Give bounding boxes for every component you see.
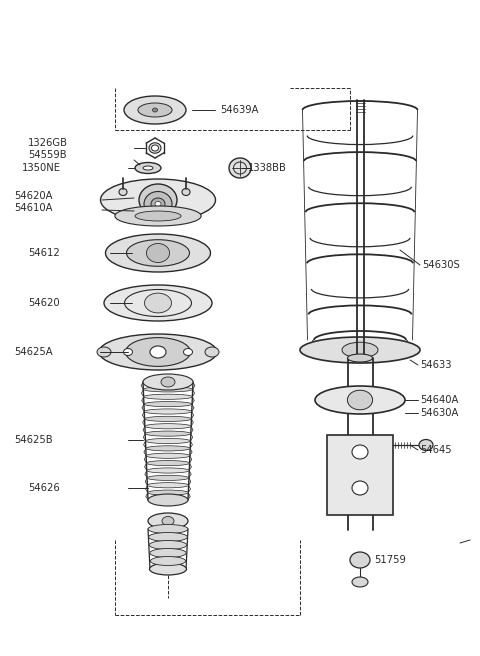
Ellipse shape: [115, 206, 201, 226]
Text: 1350NE: 1350NE: [22, 163, 61, 173]
Ellipse shape: [315, 386, 405, 414]
Ellipse shape: [127, 239, 190, 266]
Ellipse shape: [144, 394, 192, 400]
Text: 54610A: 54610A: [14, 203, 52, 213]
Ellipse shape: [144, 417, 192, 421]
Ellipse shape: [149, 563, 187, 575]
Ellipse shape: [97, 347, 111, 357]
Ellipse shape: [144, 192, 172, 216]
Ellipse shape: [419, 440, 433, 451]
Ellipse shape: [149, 143, 161, 154]
Text: 54625A: 54625A: [14, 347, 53, 357]
Ellipse shape: [162, 516, 174, 525]
Ellipse shape: [99, 334, 217, 370]
Ellipse shape: [352, 481, 368, 495]
Ellipse shape: [144, 401, 192, 407]
Ellipse shape: [151, 198, 165, 210]
Ellipse shape: [150, 346, 166, 358]
Text: 54645: 54645: [420, 445, 452, 455]
Ellipse shape: [150, 548, 186, 558]
Ellipse shape: [155, 201, 161, 207]
Ellipse shape: [147, 476, 189, 480]
Ellipse shape: [123, 348, 132, 356]
Ellipse shape: [145, 438, 191, 443]
Ellipse shape: [147, 468, 189, 473]
Ellipse shape: [153, 108, 157, 112]
Ellipse shape: [300, 337, 420, 363]
Ellipse shape: [348, 390, 372, 410]
Ellipse shape: [145, 424, 191, 429]
Polygon shape: [327, 435, 393, 515]
Ellipse shape: [152, 145, 158, 151]
Ellipse shape: [147, 483, 189, 488]
Ellipse shape: [148, 513, 188, 529]
Text: 54639A: 54639A: [220, 105, 259, 115]
Ellipse shape: [350, 552, 370, 568]
Ellipse shape: [135, 211, 181, 221]
Ellipse shape: [144, 409, 192, 414]
Ellipse shape: [183, 348, 192, 356]
Ellipse shape: [205, 347, 219, 357]
Text: 51759: 51759: [374, 555, 406, 565]
Ellipse shape: [146, 446, 190, 451]
Ellipse shape: [143, 374, 193, 390]
Text: 54630A: 54630A: [420, 408, 458, 418]
Ellipse shape: [100, 179, 216, 221]
Ellipse shape: [135, 163, 161, 173]
Text: 1326GB: 1326GB: [28, 138, 68, 148]
Ellipse shape: [149, 541, 187, 550]
Text: 54640A: 54640A: [420, 395, 458, 405]
Text: 54626: 54626: [28, 483, 60, 493]
Ellipse shape: [146, 453, 190, 459]
Text: 54630S: 54630S: [422, 260, 460, 270]
Ellipse shape: [145, 431, 191, 436]
Ellipse shape: [143, 379, 193, 384]
Ellipse shape: [149, 533, 187, 541]
Ellipse shape: [148, 490, 188, 495]
Ellipse shape: [150, 556, 186, 565]
Text: 54625B: 54625B: [14, 435, 53, 445]
Ellipse shape: [146, 461, 190, 466]
Ellipse shape: [352, 577, 368, 587]
Ellipse shape: [348, 354, 372, 362]
Ellipse shape: [124, 96, 186, 124]
Ellipse shape: [143, 166, 153, 170]
Text: 1338BB: 1338BB: [248, 163, 287, 173]
Ellipse shape: [104, 285, 212, 321]
Ellipse shape: [182, 188, 190, 195]
Ellipse shape: [148, 525, 188, 533]
Ellipse shape: [352, 445, 368, 459]
Ellipse shape: [342, 342, 378, 358]
Ellipse shape: [139, 184, 177, 216]
Text: 54633: 54633: [420, 360, 452, 370]
Ellipse shape: [119, 188, 127, 195]
Ellipse shape: [106, 234, 211, 272]
Ellipse shape: [144, 387, 192, 392]
Ellipse shape: [126, 338, 191, 367]
Ellipse shape: [148, 494, 188, 506]
Text: 54559B: 54559B: [28, 150, 67, 160]
Ellipse shape: [146, 243, 169, 262]
Ellipse shape: [161, 377, 175, 387]
Text: 54620: 54620: [28, 298, 60, 308]
Ellipse shape: [138, 103, 172, 117]
Ellipse shape: [229, 158, 251, 178]
Text: 54620A: 54620A: [14, 191, 52, 201]
Ellipse shape: [144, 293, 171, 313]
Text: 54612: 54612: [28, 248, 60, 258]
